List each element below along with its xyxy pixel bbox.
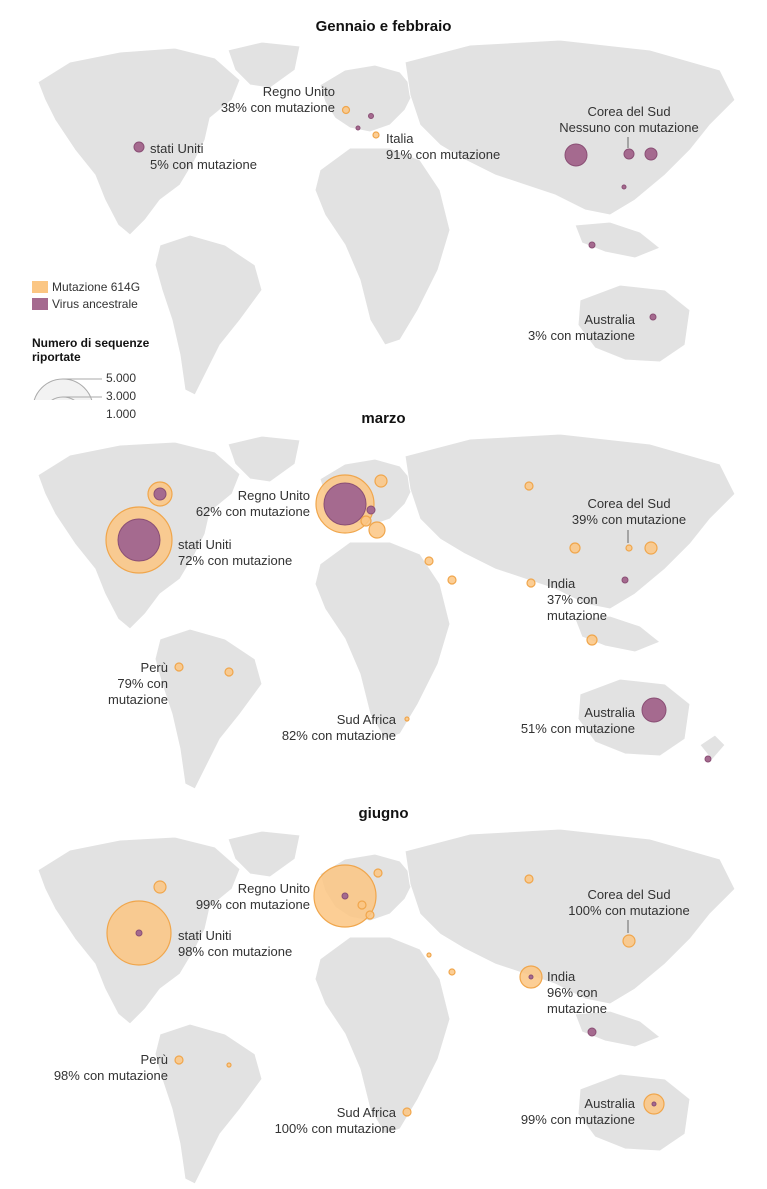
- label-india: India 96% con mutazione: [547, 969, 607, 1016]
- bubble-taiwan: [621, 576, 629, 584]
- bubble-usa-anc: [135, 929, 143, 937]
- bubble-me-2: [448, 968, 456, 976]
- label-australia: Australia 3% con mutazione: [528, 312, 635, 343]
- label-uk: Regno Unito 38% con mutazione: [220, 84, 335, 115]
- bubble-eu-central: [357, 900, 367, 910]
- label-south-africa: Sud Africa 100% con mutazione: [274, 1105, 396, 1136]
- bubble-se-asia-1: [621, 184, 627, 190]
- bubble-australia: [641, 697, 667, 723]
- bubble-me-2: [447, 575, 457, 585]
- size-legend-3000: 3.000: [106, 389, 137, 403]
- bubble-uk-anc: [341, 892, 349, 900]
- world-map-march: [37, 433, 736, 790]
- bubble-australia-anc: [651, 1101, 657, 1107]
- bubble-uk-anc: [323, 482, 367, 526]
- label-peru: Perù 79% con mutazione: [108, 660, 168, 707]
- panel-jan-feb: Gennaio e febbraio: [0, 0, 767, 400]
- bubble-eu-2: [355, 125, 361, 131]
- bubbles-jan-feb: [133, 105, 658, 321]
- bubble-se-asia: [586, 634, 598, 646]
- label-australia: Australia 51% con mutazione: [520, 705, 635, 736]
- bubble-me-1: [424, 556, 434, 566]
- bubble-korea-japan: [622, 934, 636, 948]
- land: [37, 39, 736, 396]
- bubble-uk: [341, 105, 351, 115]
- bubble-south-africa: [404, 716, 410, 722]
- label-usa: stati Uniti 5% con mutazione: [150, 141, 257, 172]
- label-italy: Italia 91% con mutazione: [386, 131, 501, 162]
- bubble-peru: [174, 662, 184, 672]
- bubble-eu-north: [374, 474, 388, 488]
- label-usa: stati Uniti 72% con mutazione: [178, 537, 293, 568]
- bubble-korea: [625, 544, 633, 552]
- size-legend-title: Numero di sequenze riportate: [32, 336, 150, 364]
- panel-title: giugno: [358, 805, 409, 822]
- bubble-australia: [649, 313, 657, 321]
- bubble-eu-south: [368, 521, 386, 539]
- label-south-africa: Sud Africa 82% con mutazione: [281, 712, 396, 743]
- bubble-japan: [644, 541, 658, 555]
- bubble-japan: [644, 147, 658, 161]
- bubble-peru: [174, 1055, 184, 1065]
- label-uk: Regno Unito 99% con mutazione: [195, 881, 310, 912]
- panel-march: marzo: [0, 400, 767, 795]
- bubble-china: [569, 542, 581, 554]
- label-india: India 37% con mutazione: [547, 576, 607, 623]
- bubble-canada-anc: [153, 487, 167, 501]
- bubble-brazil: [226, 1062, 232, 1068]
- bubble-se-asia: [587, 1027, 597, 1037]
- color-legend: Mutazione 614G Virus ancestrale: [32, 280, 140, 314]
- panel-title: marzo: [361, 410, 406, 427]
- label-uk: Regno Unito 62% con mutazione: [195, 488, 310, 519]
- bubble-brazil: [224, 667, 234, 677]
- bubble-italy: [372, 131, 380, 139]
- land: [37, 828, 736, 1185]
- bubble-china: [564, 143, 588, 167]
- size-legend-1000: 1.000: [106, 407, 137, 421]
- label-korea: Corea del Sud 39% con mutazione: [571, 496, 687, 527]
- bubble-russia: [524, 874, 534, 884]
- world-map-june: [37, 828, 736, 1185]
- size-legend: [33, 378, 102, 400]
- bubble-eu-central-1: [366, 505, 376, 515]
- bubbles-june: [106, 864, 665, 1117]
- label-usa: stati Uniti 98% con mutazione: [178, 928, 293, 959]
- bubble-india: [526, 578, 536, 588]
- label-korea: Corea del Sud 100% con mutazione: [568, 887, 690, 918]
- legend-ancestral: Virus ancestrale: [32, 297, 140, 314]
- bubble-russia: [524, 481, 534, 491]
- bubble-canada: [153, 880, 167, 894]
- bubble-usa: [133, 141, 145, 153]
- bubble-eu-1: [368, 113, 374, 119]
- bubble-india-anc: [528, 974, 534, 980]
- bubble-eu-north: [373, 868, 383, 878]
- bubble-usa-anc: [117, 518, 161, 562]
- bubble-south-africa: [402, 1107, 412, 1117]
- world-map-jan-feb: [33, 39, 736, 400]
- bubble-eu-south: [365, 910, 375, 920]
- label-australia: Australia 99% con mutazione: [520, 1096, 635, 1127]
- bubble-korea: [623, 148, 635, 160]
- panel-june: giugno: [0, 795, 767, 1189]
- legend-mutation: Mutazione 614G: [32, 280, 140, 297]
- label-peru: Perù 98% con mutazione: [53, 1052, 168, 1083]
- bubble-eu-central-2: [360, 515, 372, 527]
- label-korea: Corea del Sud Nessuno con mutazione: [559, 104, 699, 135]
- bubble-me-1: [426, 952, 432, 958]
- bubble-new-zealand: [704, 755, 712, 763]
- panel-title: Gennaio e febbraio: [315, 18, 452, 35]
- size-legend-5000: 5.000: [106, 371, 137, 385]
- bubbles-march: [105, 474, 712, 763]
- bubble-se-asia-2: [588, 241, 596, 249]
